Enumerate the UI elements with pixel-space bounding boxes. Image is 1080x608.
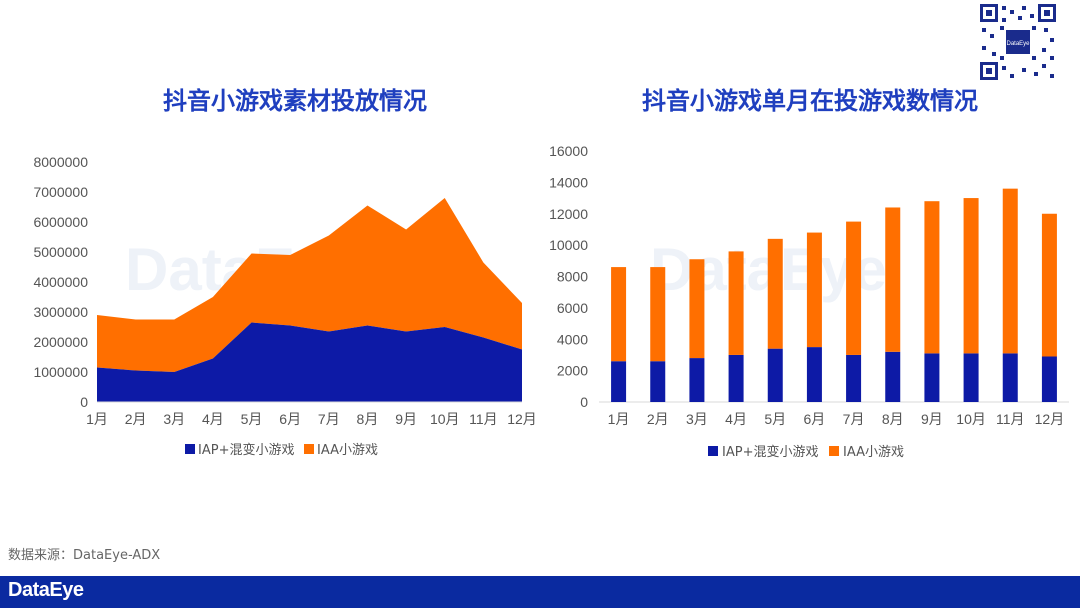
left-y-tick-label: 0 — [80, 394, 88, 410]
right-y-tick-label: 0 — [580, 394, 588, 410]
bar-iaa — [806, 232, 822, 348]
left-legend-swatch — [185, 444, 195, 454]
left-y-tick-label: 8000000 — [33, 154, 88, 170]
right-y-tick-label: 8000 — [557, 269, 588, 285]
right-legend-label: IAP+混变小游戏 — [722, 444, 818, 460]
bar-iaa — [650, 267, 666, 362]
bar-iap — [650, 361, 666, 402]
left-x-tick-label: 4月 — [202, 411, 224, 427]
left-x-tick-label: 10月 — [430, 411, 460, 427]
bar-iap — [689, 358, 705, 402]
bar-iaa — [885, 207, 901, 352]
left-x-tick-label: 1月 — [86, 411, 108, 427]
right-x-tick-label: 6月 — [804, 411, 826, 427]
left-y-tick-label: 3000000 — [33, 304, 88, 320]
left-legend-label: IAP+混变小游戏 — [198, 442, 294, 458]
left-x-tick-label: 7月 — [318, 411, 340, 427]
bar-chart-games: 0 2000 4000 6000 8000 10000 12000 14000 16000 1月 2… — [549, 143, 1069, 460]
right-y-tick-label: 2000 — [557, 363, 588, 379]
right-legend-swatch — [708, 446, 718, 456]
svg-text:DataEye: DataEye — [1006, 41, 1030, 47]
source-note: 数据来源：DataEye-ADX — [8, 548, 161, 563]
qr-code-icon: DataEye — [978, 2, 1058, 82]
left-y-tick-label: 4000000 — [33, 274, 88, 290]
right-x-tick-label: 12月 — [1035, 411, 1065, 427]
bar-iaa — [846, 221, 862, 355]
bar-iaa — [767, 238, 783, 349]
left-x-tick-label: 9月 — [395, 411, 417, 427]
left-x-tick-label: 2月 — [125, 411, 147, 427]
bar-iap — [611, 361, 627, 402]
right-y-tick-label: 10000 — [549, 237, 588, 253]
left-y-tick-label: 2000000 — [33, 334, 88, 350]
right-y-tick-label: 14000 — [549, 174, 588, 190]
bar-iap — [728, 354, 744, 402]
bar-iaa — [1041, 213, 1057, 357]
bar-iaa — [611, 267, 627, 362]
right-y-tick-label: 12000 — [549, 206, 588, 222]
left-x-tick-label: 6月 — [279, 411, 301, 427]
area-series-iap — [97, 322, 522, 402]
bar-iap — [885, 351, 901, 402]
bar-iaa — [689, 259, 705, 359]
right-x-tick-label: 9月 — [921, 411, 943, 427]
left-x-tick-label: 3月 — [163, 411, 185, 427]
right-x-tick-label: 11月 — [996, 411, 1025, 427]
right-x-tick-label: 8月 — [882, 411, 904, 427]
right-x-tick-label: 10月 — [956, 411, 986, 427]
bar-iap — [1002, 353, 1018, 402]
right-x-tick-label: 3月 — [686, 411, 708, 427]
bar-iaa — [1002, 188, 1018, 354]
bar-iaa — [963, 198, 979, 354]
left-y-tick-label: 6000000 — [33, 214, 88, 230]
bar-iap — [963, 353, 979, 402]
left-legend-label: IAA小游戏 — [317, 443, 378, 458]
right-x-tick-label: 4月 — [725, 411, 747, 427]
right-y-tick-label: 6000 — [557, 300, 588, 316]
left-y-tick-label: 5000000 — [33, 244, 88, 260]
bar-iap — [846, 354, 862, 402]
footer-bar: DataEye — [0, 576, 1080, 608]
left-chart-title: 抖音小游戏素材投放情况 — [163, 87, 427, 115]
right-y-tick-label: 4000 — [557, 331, 588, 347]
right-x-tick-label: 7月 — [843, 411, 865, 427]
right-chart-title: 抖音小游戏单月在投游戏数情况 — [642, 87, 978, 115]
bar-iaa — [728, 251, 744, 355]
right-legend-label: IAA小游戏 — [843, 445, 904, 460]
left-x-tick-label: 8月 — [357, 411, 379, 427]
left-x-tick-label: 11月 — [469, 411, 498, 427]
area-series-iaa — [97, 198, 522, 372]
right-x-tick-label: 2月 — [647, 411, 669, 427]
footer-logo: DataEye — [8, 579, 84, 601]
bar-iap — [806, 347, 822, 402]
bar-iaa — [924, 201, 940, 354]
left-x-tick-label: 12月 — [507, 411, 537, 427]
right-x-tick-label: 5月 — [764, 411, 786, 427]
left-legend-swatch — [304, 444, 314, 454]
bar-iap — [924, 353, 940, 402]
area-chart-material: 0 1000000 2000000 3000000 4000000 5000000 6000… — [33, 154, 537, 458]
left-x-tick-label: 5月 — [241, 411, 263, 427]
bar-iap — [767, 348, 783, 402]
bar-iap — [1041, 356, 1057, 402]
right-y-tick-label: 16000 — [549, 143, 588, 159]
right-x-tick-label: 1月 — [608, 411, 630, 427]
right-legend-swatch — [829, 446, 839, 456]
left-y-tick-label: 1000000 — [33, 364, 88, 380]
left-y-tick-label: 7000000 — [33, 184, 88, 200]
